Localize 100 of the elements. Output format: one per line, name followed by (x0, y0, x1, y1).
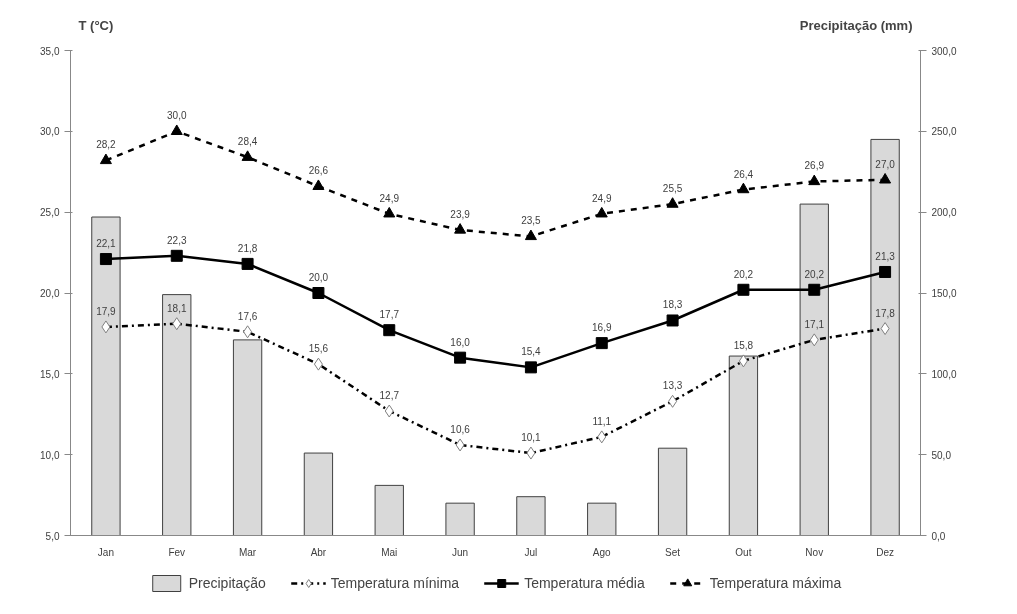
data-label: 10,6 (450, 423, 471, 435)
data-label: 18,1 (167, 302, 187, 314)
point (808, 174, 821, 186)
data-label: 17,6 (237, 310, 258, 322)
bar (91, 216, 121, 536)
data-label: 26,4 (733, 168, 754, 180)
x-tick-label: Set (665, 546, 681, 558)
data-label: 26,6 (308, 165, 329, 177)
data-label: 12,7 (379, 390, 400, 402)
data-label: 23,9 (450, 208, 471, 220)
legend-label: Precipitação (188, 574, 266, 591)
point (241, 257, 254, 270)
point (737, 283, 750, 296)
point (879, 172, 892, 184)
data-label: 22,3 (167, 234, 187, 246)
point (312, 287, 325, 299)
data-label: 23,5 (521, 215, 542, 227)
bar (516, 496, 546, 536)
bar (587, 502, 617, 536)
bar (232, 339, 263, 536)
point (524, 361, 537, 374)
y2-tick-label: 100,0 (931, 368, 957, 380)
point (99, 153, 112, 165)
data-label: 20,0 (308, 272, 329, 283)
y2-tick-label: 0,0 (931, 530, 946, 542)
data-label: 26,9 (804, 160, 825, 172)
y2-axis-title: Precipitação (mm) (799, 17, 913, 33)
data-label: 17,1 (804, 318, 825, 330)
data-label: 21,3 (875, 250, 896, 262)
x-tick-label: Dez (876, 546, 894, 558)
y-tick-label: 15,0 (40, 368, 60, 380)
point (99, 253, 112, 266)
bar (799, 203, 829, 536)
data-label: 10,1 (521, 432, 542, 444)
x-tick-label: Mai (381, 546, 398, 558)
bar (162, 294, 192, 536)
x-tick-label: Abr (310, 546, 327, 558)
point (737, 182, 750, 194)
data-label: 21,8 (237, 242, 258, 254)
y-tick-label: 25,0 (40, 207, 60, 219)
x-tick-label: Ago (592, 546, 612, 558)
x-tick-label: Jun (452, 546, 469, 558)
point (666, 314, 679, 327)
bar (657, 447, 688, 536)
point (454, 351, 467, 364)
y-tick-label: 10,0 (40, 449, 60, 461)
point (170, 124, 183, 136)
point (879, 265, 892, 278)
y-tick-label: 20,0 (40, 288, 60, 299)
y2-tick-label: 300,0 (931, 45, 957, 57)
x-tick-label: Fev (168, 546, 186, 558)
data-label: 15,8 (733, 339, 754, 351)
data-label: 28,2 (96, 139, 117, 151)
y-axis-title: T (°C) (78, 17, 114, 33)
data-label: 11,1 (592, 415, 612, 427)
point (241, 150, 254, 161)
x-tick-label: Out (735, 546, 752, 558)
data-label: 17,7 (379, 309, 400, 321)
point (383, 206, 396, 218)
legend-label: Temperatura média (524, 574, 645, 591)
data-label: 28,4 (237, 136, 258, 148)
point (170, 249, 183, 262)
data-label: 22,1 (96, 238, 117, 250)
data-label: 17,8 (875, 307, 896, 319)
data-label: 13,3 (662, 380, 683, 392)
y2-tick-label: 250,0 (931, 126, 957, 138)
data-label: 24,9 (592, 192, 612, 204)
point (383, 324, 396, 337)
point (808, 283, 821, 296)
point (524, 229, 537, 241)
bar (374, 484, 404, 536)
x-tick-label: Jan (97, 546, 114, 558)
data-label: 27,0 (875, 158, 896, 170)
bar (870, 138, 900, 536)
point (595, 206, 608, 218)
data-label: 30,0 (167, 110, 187, 122)
data-label: 24,9 (379, 192, 400, 204)
data-label: 16,9 (592, 322, 612, 334)
y2-tick-label: 200,0 (931, 207, 957, 219)
data-label: 17,9 (96, 305, 117, 317)
legend-label: Temperatura máxima (709, 574, 842, 591)
bar (728, 355, 759, 536)
data-label: 18,3 (662, 299, 683, 311)
y2-tick-label: 50,0 (931, 449, 952, 461)
point (312, 179, 325, 190)
x-tick-label: Jul (524, 546, 538, 558)
data-label: 16,0 (450, 336, 471, 348)
point (666, 197, 679, 208)
legend-label: Temperatura mínima (330, 574, 460, 591)
data-label: 15,6 (308, 343, 329, 355)
y-tick-label: 35,0 (40, 45, 60, 57)
bar (303, 452, 334, 536)
data-label: 20,2 (804, 268, 825, 280)
point (454, 223, 467, 234)
data-label: 20,2 (733, 268, 754, 280)
point (595, 337, 608, 350)
x-tick-label: Mar (238, 546, 257, 558)
x-tick-label: Nov (805, 546, 824, 558)
y-tick-label: 30,0 (40, 126, 60, 138)
y-tick-label: 5,0 (45, 530, 60, 542)
